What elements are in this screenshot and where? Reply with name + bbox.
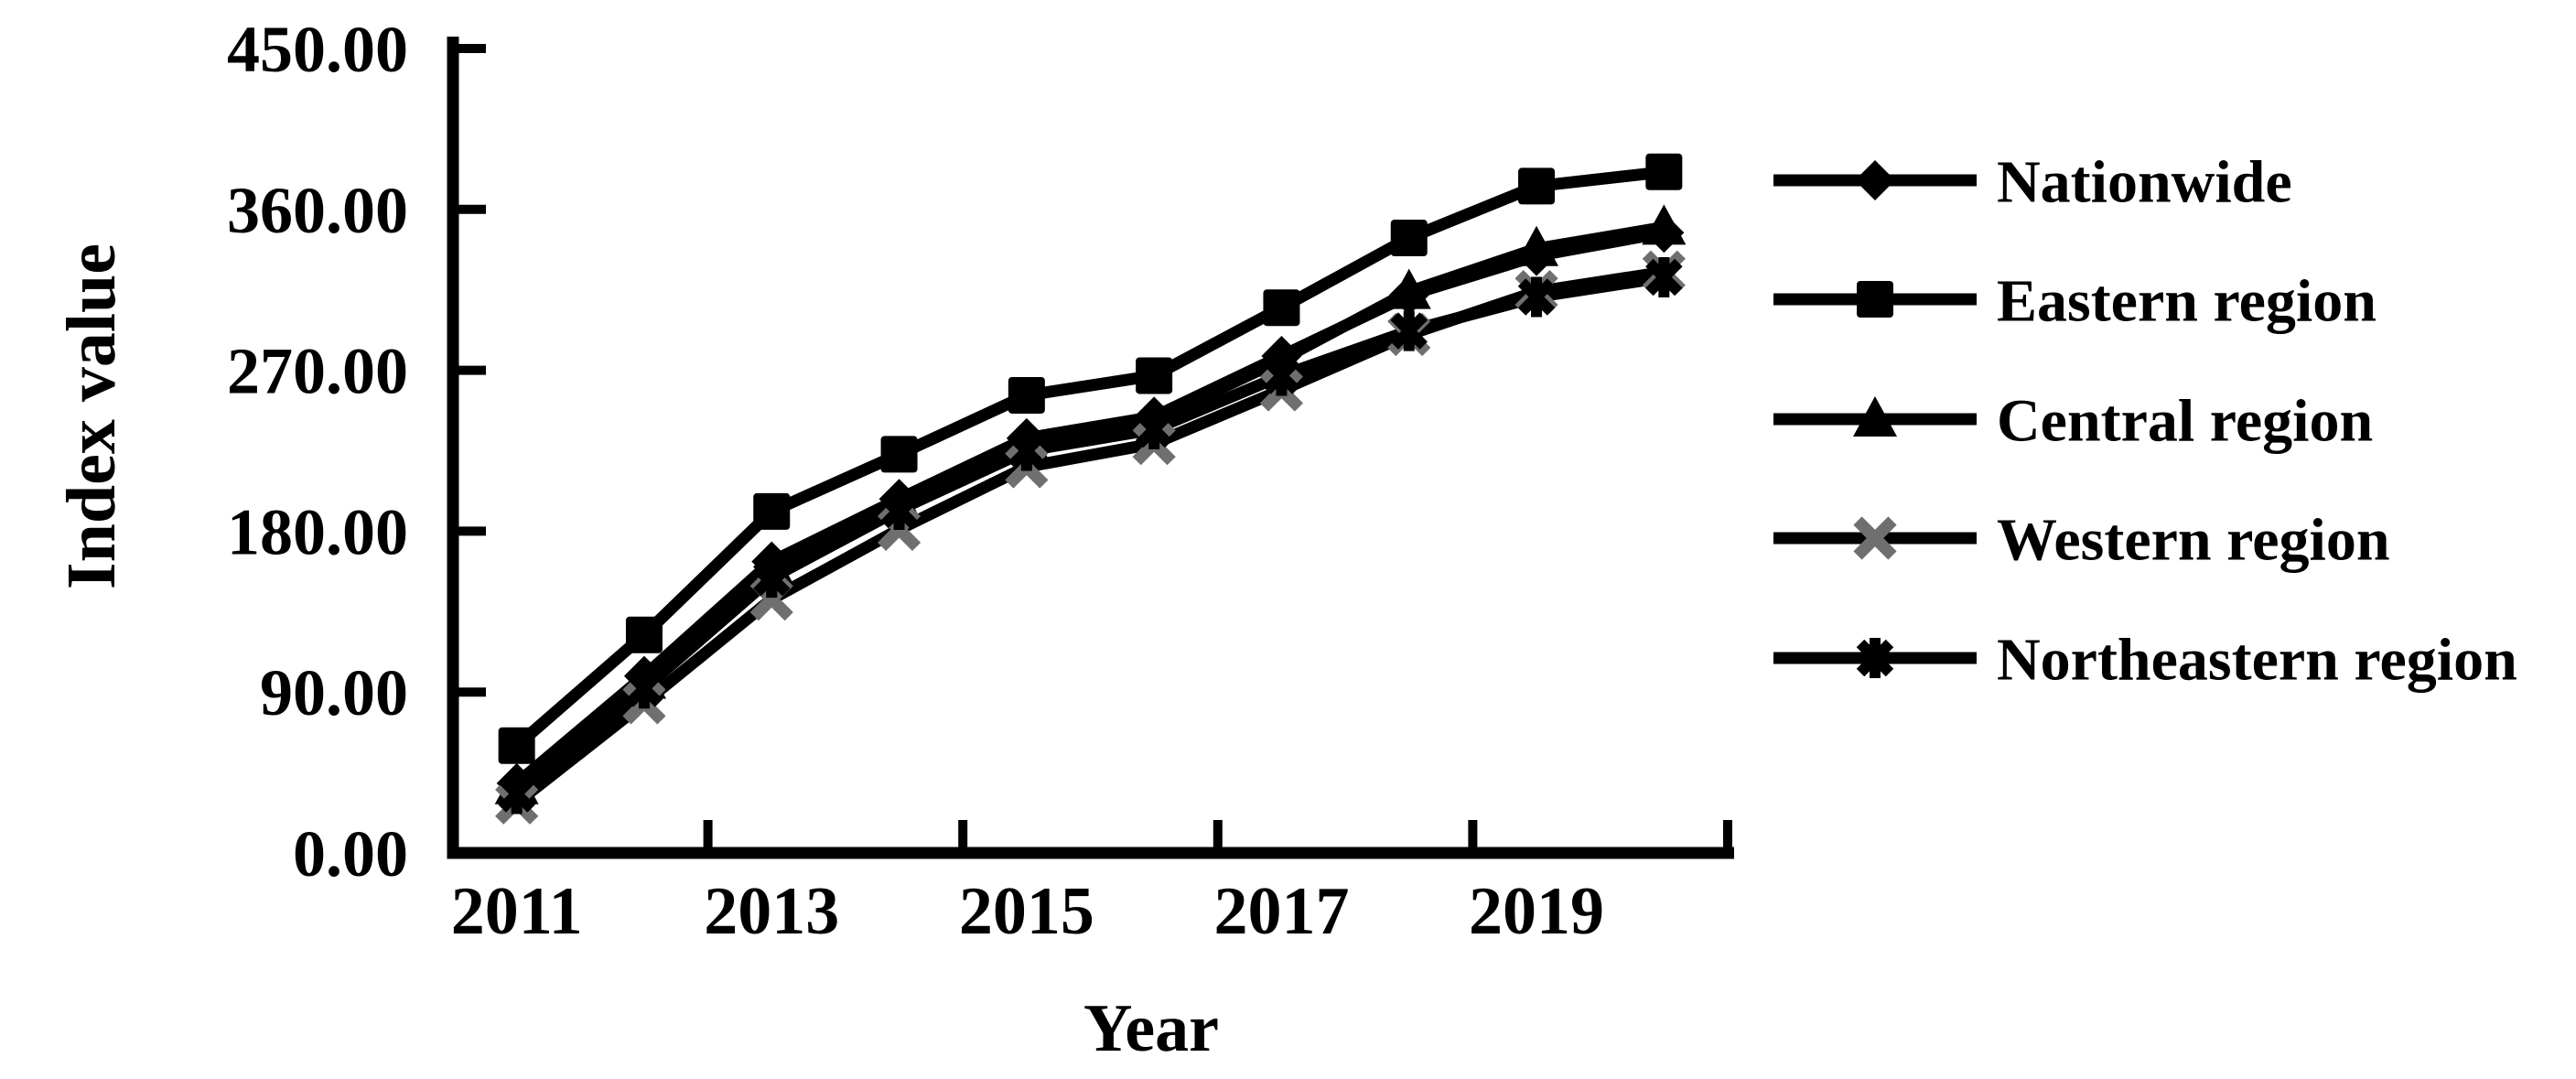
x-tick-label: 2019 (1469, 874, 1604, 949)
x-tick-label: 2011 (451, 874, 583, 949)
legend-item-nationwide: Nationwide (1773, 149, 2292, 216)
y-tick-label: 450.00 (227, 13, 408, 86)
y-tick-label: 90.00 (260, 656, 408, 729)
legend-marker-x-icon (1853, 516, 1897, 560)
series-markers-central-region (494, 204, 1687, 804)
x-tick-label: 2015 (959, 874, 1094, 949)
series-markers-northeastern-region (498, 257, 1683, 815)
y-tick-label: 270.00 (227, 335, 408, 408)
legend-item-western-region: Western region (1773, 507, 2390, 574)
series-line-eastern-region (512, 166, 1665, 750)
legend-label: Western region (1997, 507, 2390, 574)
legend-marker-square-icon (1857, 281, 1893, 318)
y-tick-label: 180.00 (227, 495, 408, 568)
legend-marker-star-icon (1856, 638, 1894, 678)
series-markers-eastern-region (498, 153, 1683, 764)
legend-item-eastern-region: Eastern region (1773, 268, 2377, 335)
series-line-northeastern-region (512, 271, 1665, 799)
legend-label: Eastern region (1997, 268, 2377, 335)
y-tick-label: 0.00 (293, 817, 408, 890)
series-line-central-region (512, 221, 1665, 792)
y-tick-label: 360.00 (227, 174, 408, 247)
series-lines (512, 166, 1665, 808)
axes: 0.00 90.00 180.00 270.00 360.00 450.00 2011 201… (53, 13, 1734, 1066)
x-axis-title: Year (1083, 991, 1219, 1066)
legend-marker-triangle-icon (1853, 396, 1897, 437)
legend-label: Nationwide (1997, 149, 2292, 216)
legend-item-central-region: Central region (1773, 388, 2373, 455)
legend-label: Northeastern region (1997, 627, 2517, 694)
legend-item-northeastern-region: Northeastern region (1773, 627, 2517, 694)
series-line-nationwide (512, 226, 1665, 788)
legend-marker-diamond-icon (1855, 160, 1895, 200)
legend: Nationwide Eastern region Central region We… (1773, 149, 2517, 694)
legend-label: Central region (1997, 388, 2373, 455)
series-line-western-region (512, 265, 1665, 808)
x-tick-label: 2013 (704, 874, 839, 949)
y-axis-title: Index value (53, 243, 130, 589)
series-markers-western-region (495, 250, 1686, 825)
x-tick-label: 2017 (1213, 874, 1349, 949)
